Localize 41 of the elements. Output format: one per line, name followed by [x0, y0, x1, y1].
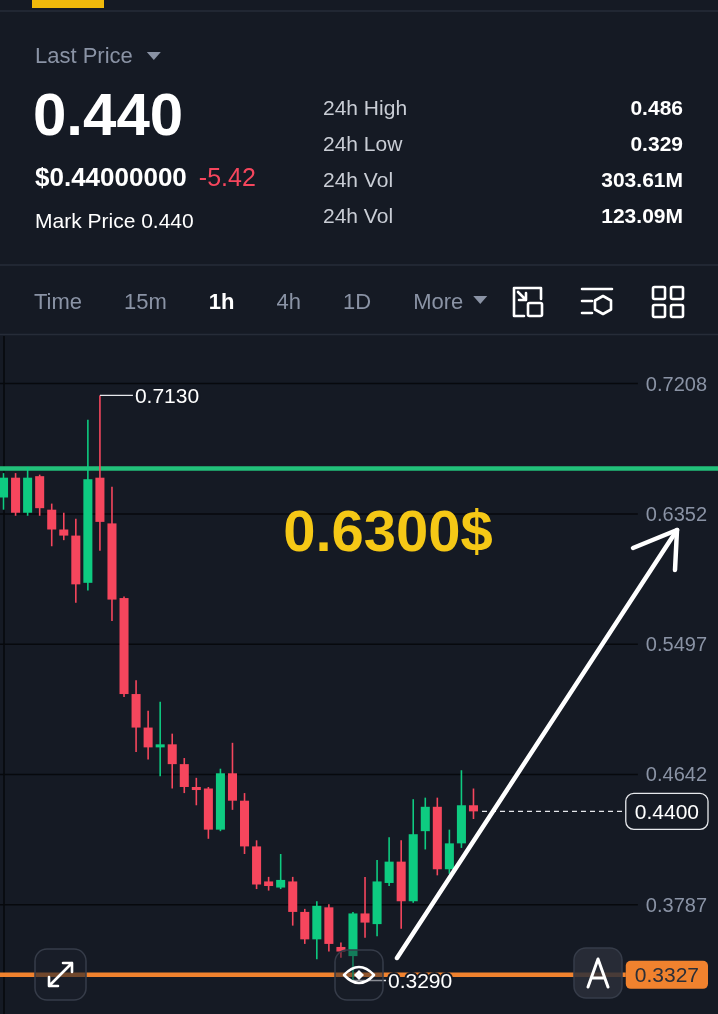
- ref-line-label: 0.3327: [634, 963, 699, 987]
- annotation: 0.7130: [134, 383, 200, 407]
- text: 24h Vol: [323, 168, 394, 191]
- y-tick-label: 0.5497: [645, 633, 707, 656]
- text: 24h High: [323, 96, 408, 119]
- text: $0.44000000: [35, 162, 187, 192]
- candlestick: [0, 472, 9, 511]
- ref-line-label: 0.4400: [634, 799, 699, 823]
- text: 0.329: [630, 132, 683, 155]
- y-tick-label: 0.4642: [645, 763, 707, 786]
- text: Last Price: [35, 43, 133, 68]
- candlestick: [143, 710, 153, 761]
- text: Time: [34, 289, 83, 314]
- candlestick: [59, 511, 69, 541]
- candlestick: [47, 502, 57, 548]
- candlestick: [384, 836, 394, 887]
- candlestick: [179, 757, 189, 794]
- text: 1h: [208, 289, 235, 314]
- candlestick: [167, 732, 177, 790]
- text: 0.486: [630, 96, 683, 119]
- y-tick-label: 0.6352: [645, 502, 707, 525]
- candlestick: [336, 941, 346, 959]
- text: 123.09M: [601, 204, 683, 227]
- candlestick: [360, 876, 370, 939]
- y-tick-label: 0.3787: [645, 893, 707, 916]
- text: 15m: [124, 289, 167, 314]
- annotation: 0.6300$: [283, 497, 493, 563]
- candlestick: [468, 787, 478, 820]
- candlestick: [276, 853, 286, 890]
- y-tick-label: 0.7208: [645, 372, 707, 395]
- candlestick: [191, 777, 201, 807]
- text: -5.42: [198, 163, 256, 191]
- text: Mark Price 0.440: [35, 209, 194, 232]
- candlestick: [155, 700, 165, 778]
- text: 0.440: [33, 81, 184, 148]
- text: 1D: [343, 289, 372, 314]
- text: 303.61M: [601, 168, 683, 191]
- text: 24h Low: [323, 132, 404, 155]
- text: 4h: [276, 289, 302, 314]
- text: 24h Vol: [323, 204, 394, 227]
- text: More: [413, 289, 464, 314]
